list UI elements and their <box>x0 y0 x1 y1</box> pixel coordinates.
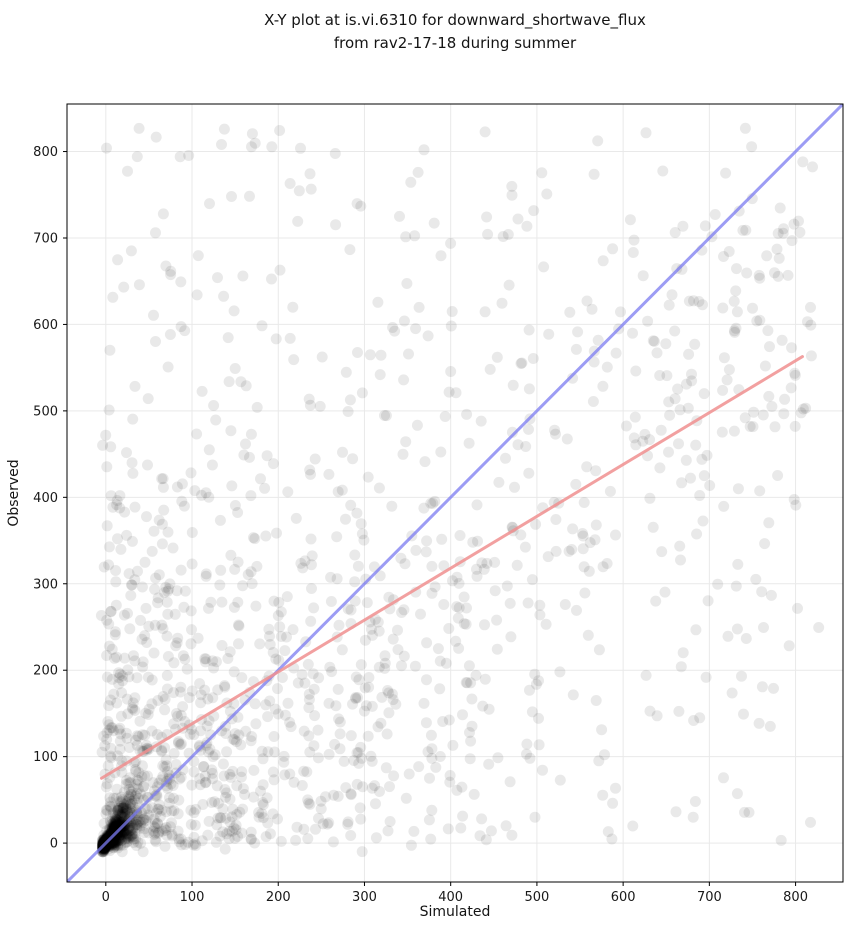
x-tick-label: 500 <box>524 890 549 905</box>
y-axis-label: Observed <box>6 459 22 526</box>
y-tick-label: 0 <box>50 837 58 852</box>
chart-title-line1: X-Y plot at is.vi.6310 for downward_shor… <box>264 11 646 29</box>
y-tick-label: 300 <box>33 577 58 592</box>
y-tick-label: 400 <box>33 491 58 506</box>
y-tick-label: 500 <box>33 404 58 419</box>
axes-frame <box>66 103 844 883</box>
y-tick-label: 200 <box>33 664 58 679</box>
chart-title-line2: from rav2-17-18 during summer <box>333 34 577 53</box>
y-tick-label: 600 <box>33 318 58 333</box>
x-tick-label: 600 <box>611 890 636 905</box>
x-tick-label: 300 <box>352 890 377 905</box>
axis-ticks: 0 100 200 300 400 500 600 700 800 0 100 200 300 400 50… <box>33 145 808 905</box>
y-tick-label: 700 <box>33 231 58 246</box>
identity-line <box>67 104 843 882</box>
y-tick-label: 800 <box>33 145 58 160</box>
grid <box>67 104 843 882</box>
x-tick-label: 800 <box>783 890 808 905</box>
x-tick-label: 200 <box>266 890 291 905</box>
x-tick-label: 100 <box>180 890 205 905</box>
x-tick-label: 700 <box>697 890 722 905</box>
x-axis-label: Simulated <box>420 904 491 920</box>
y-tick-label: 100 <box>33 750 58 765</box>
x-tick-label: 400 <box>438 890 463 905</box>
chart-title: X-Y plot at is.vi.6310 for downward_shor… <box>67 9 843 56</box>
regression-line <box>99 355 804 780</box>
x-tick-label: 0 <box>102 890 110 905</box>
